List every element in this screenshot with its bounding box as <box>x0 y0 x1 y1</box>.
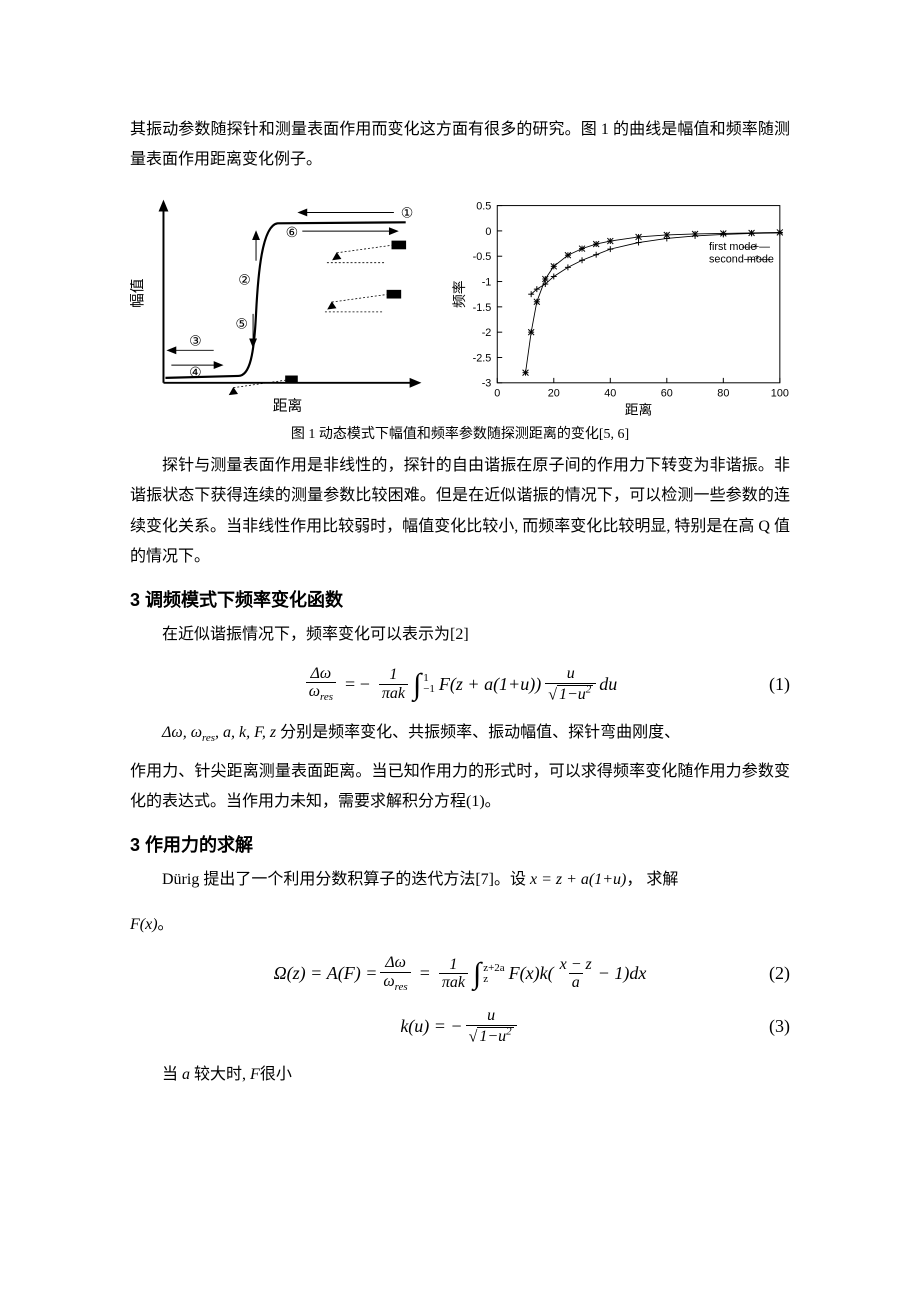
svg-text:100: 100 <box>771 387 789 399</box>
svg-text:⑤: ⑤ <box>235 316 247 331</box>
svg-text:④: ④ <box>189 365 201 380</box>
svg-text:0: 0 <box>495 387 501 399</box>
svg-text:40: 40 <box>605 387 617 399</box>
svg-text:-2: -2 <box>482 327 492 339</box>
paragraph-2: 探针与测量表面作用是非线性的，探针的自由谐振在原子间的作用力下转变为非谐振。非谐… <box>130 451 790 573</box>
svg-text:幅值: 幅值 <box>130 278 146 308</box>
svg-text:20: 20 <box>548 387 560 399</box>
equation-2: Ω(z) = A(F) = Δωωres = 1πak ∫z+2az F(x)k… <box>130 954 790 993</box>
equation-3: k(u) = − u√1−u2 (3) <box>130 1007 790 1046</box>
equation-1: Δωωres = − 1πak ∫1−1 F(z + a(1+u)) u√1−u… <box>130 665 790 704</box>
svg-text:-1.5: -1.5 <box>473 302 492 314</box>
svg-text:0: 0 <box>486 226 492 238</box>
section-heading-force: 3 作用力的求解 <box>130 831 790 857</box>
svg-text:-1: -1 <box>482 276 492 288</box>
svg-text:-0.5: -0.5 <box>473 251 492 263</box>
paragraph-6: Dürig 提出了一个利用分数积算子的迭代方法[7]。设 x = z + a(1… <box>130 865 790 895</box>
svg-text:②: ② <box>238 272 250 287</box>
paragraph-8: 当 a 较大时, F很小 <box>130 1060 790 1090</box>
figure-1-amplitude: ① ⑥ ② ⑤ ③ ④ <box>130 194 430 419</box>
eq-number-1: (1) <box>769 674 790 695</box>
section-heading-fm: 3 调频模式下频率变化函数 <box>130 586 790 612</box>
svg-text:距离: 距离 <box>625 401 653 417</box>
svg-text:①: ① <box>401 205 413 220</box>
svg-text:⑥: ⑥ <box>286 225 298 240</box>
svg-text:80: 80 <box>718 387 730 399</box>
svg-text:—+—: —+— <box>742 241 770 253</box>
svg-text:—*—: —*— <box>744 253 770 265</box>
svg-text:0.5: 0.5 <box>477 200 492 212</box>
paragraph-4: Δω, ωres, a, k, F, z 分别是频率变化、共振频率、振动幅值、探… <box>130 718 790 749</box>
svg-text:频率: 频率 <box>451 280 467 308</box>
paragraph-1: 其振动参数随探针和测量表面作用而变化这方面有很多的研究。图 1 的曲线是幅值和频… <box>130 115 790 176</box>
svg-text:距离: 距离 <box>273 397 303 414</box>
figure-row: ① ⑥ ② ⑤ ③ ④ <box>130 194 790 419</box>
svg-text:-3: -3 <box>482 378 492 390</box>
figure-caption: 图 1 动态模式下幅值和频率参数随探测距离的变化[5, 6] <box>130 423 790 443</box>
svg-text:60: 60 <box>661 387 673 399</box>
paragraph-7: F(x)。 <box>130 910 790 940</box>
eq-number-3: (3) <box>769 1016 790 1037</box>
figure-2-frequency: 020406080100-3-2.5-2-1.5-1-0.500.5first … <box>450 194 790 419</box>
paragraph-3: 在近似谐振情况下，频率变化可以表示为[2] <box>130 620 790 650</box>
eq-number-2: (2) <box>769 963 790 984</box>
paragraph-5: 作用力、针尖距离测量表面距离。当已知作用力的形式时，可以求得频率变化随作用力参数… <box>130 757 790 818</box>
svg-text:-2.5: -2.5 <box>473 352 492 364</box>
svg-text:③: ③ <box>189 333 201 348</box>
